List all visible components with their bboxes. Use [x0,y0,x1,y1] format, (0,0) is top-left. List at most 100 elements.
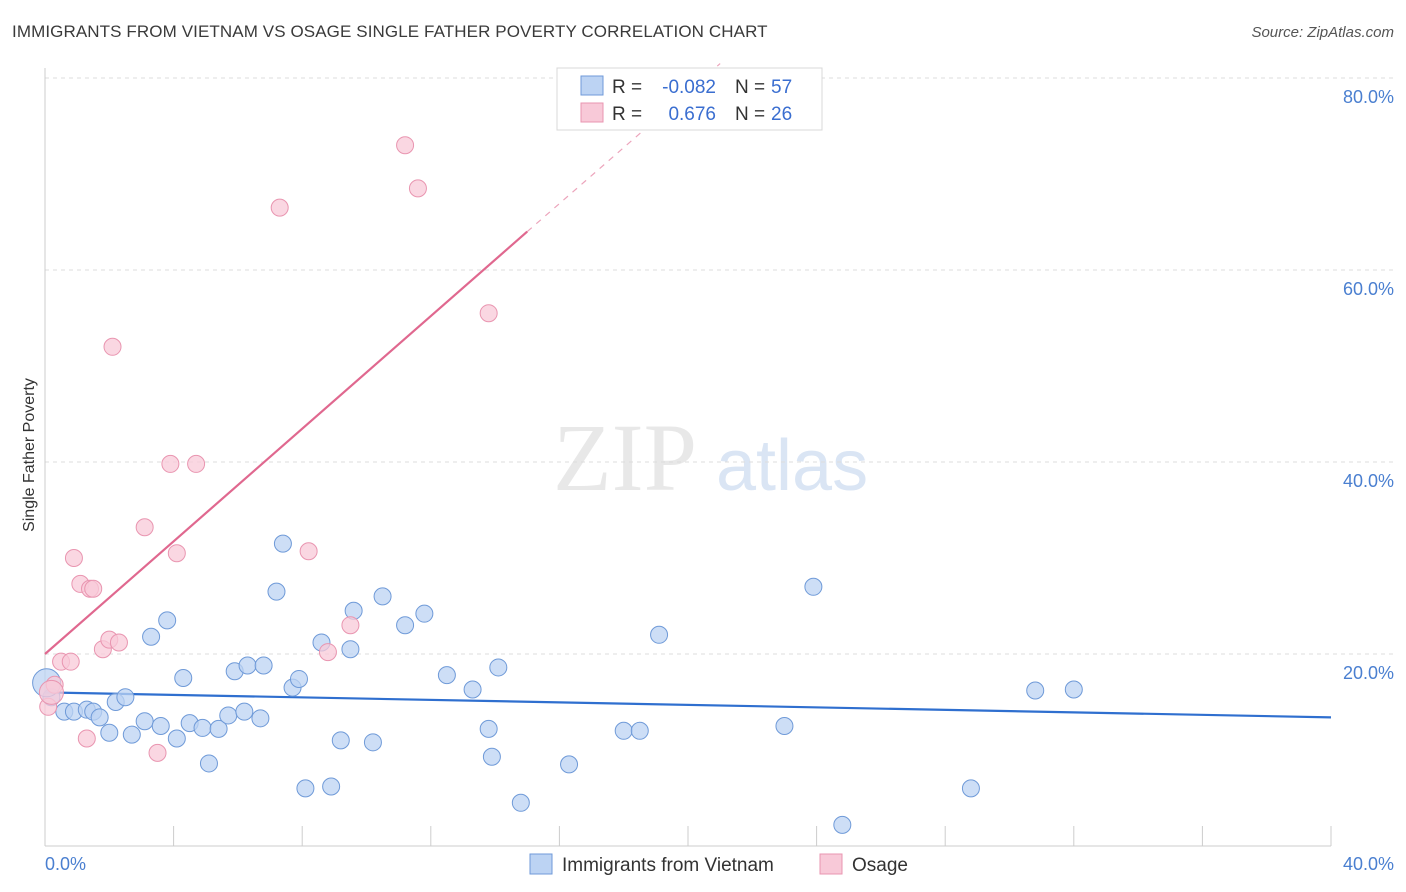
legend-swatch-osage [580,102,604,123]
point-vietnam [463,680,482,699]
point-osage [341,616,360,635]
bottom-legend-label-osage: Osage [852,855,908,876]
point-vietnam [135,712,154,731]
point-vietnam [489,658,508,677]
point-vietnam [90,708,109,727]
point-vietnam [151,717,170,735]
point-osage [318,643,337,662]
point-vietnam [363,733,382,752]
point-osage [77,729,96,748]
point-osage [109,633,128,652]
point-vietnam [322,777,341,796]
source-label: Source: ZipAtlas.com [1251,24,1394,41]
point-vietnam [142,627,161,646]
point-vietnam [961,779,980,798]
point-vietnam [614,721,633,740]
point-osage [38,679,64,705]
point-vietnam [775,717,794,735]
point-osage [103,337,122,356]
point-osage [61,652,80,671]
point-vietnam [331,731,350,750]
point-osage [135,518,154,537]
point-vietnam [373,587,392,606]
y-tick-labels: 20.0% 40.0% 60.0% 80.0% [1343,87,1394,683]
y-tick-label-60: 60.0% [1343,279,1394,299]
legend-n-label-1: N = [735,77,765,98]
watermark-atlas: atlas [716,426,868,506]
legend-n-value-1: 57 [771,77,792,98]
point-osage [161,454,180,473]
point-vietnam [289,669,308,688]
correlation-legend: R = -0.082 N = 57 R = 0.676 N = 26 [556,67,823,131]
bottom-legend-swatch-osage [819,853,843,875]
point-osage [396,136,415,155]
bottom-legend-swatch-vietnam [529,853,553,875]
point-vietnam [235,702,254,721]
watermark: ZIP atlas [553,404,868,511]
point-vietnam [158,611,177,630]
legend-r-label-2: R = [612,104,642,125]
point-vietnam [174,669,193,687]
point-vietnam [167,729,186,748]
trend-line-vietnam [44,691,1332,719]
series-osage-points [38,136,498,762]
series-legend: Immigrants from Vietnam Osage [529,853,908,876]
trend-lines [44,63,1332,719]
point-vietnam [630,721,649,740]
point-osage [64,549,83,567]
bottom-legend-label-vietnam: Immigrants from Vietnam [562,855,774,876]
point-vietnam [437,666,456,685]
point-vietnam [296,779,315,798]
point-osage [167,544,186,563]
point-osage [408,179,427,198]
y-tick-label-20: 20.0% [1343,663,1394,683]
point-vietnam [560,755,579,774]
point-vietnam [238,656,257,675]
point-vietnam [116,688,135,707]
point-vietnam [396,616,415,635]
series-vietnam-points [32,534,1083,834]
chart-title: IMMIGRANTS FROM VIETNAM VS OSAGE SINGLE … [12,22,768,41]
point-vietnam [1064,680,1083,699]
point-vietnam [482,747,501,766]
x-tick-label-min: 0.0% [45,854,86,874]
legend-r-value-1: -0.082 [662,77,716,98]
point-vietnam [273,534,292,553]
point-vietnam [1026,681,1045,700]
point-vietnam [267,582,286,601]
point-vietnam [650,625,669,644]
point-vietnam [479,719,498,738]
legend-n-label-2: N = [735,104,765,125]
point-vietnam [804,577,823,596]
point-osage [84,579,103,598]
trend-line-osage [44,230,528,655]
point-osage [270,198,289,217]
point-vietnam [209,719,228,738]
point-vietnam [219,706,238,725]
point-osage [187,454,206,473]
x-tick-label-max: 40.0% [1343,854,1394,874]
legend-n-value-2: 26 [771,104,792,125]
legend-r-label-1: R = [612,77,642,98]
point-vietnam [341,640,360,659]
point-vietnam [254,656,273,675]
watermark-zip: ZIP [553,404,697,511]
point-osage [148,743,167,762]
point-vietnam [193,718,212,737]
x-tick-marks [44,826,1332,846]
legend-r-value-2: 0.676 [668,104,716,125]
y-axis-label: Single Father Poverty [21,378,38,532]
y-tick-label-80: 80.0% [1343,87,1394,107]
point-vietnam [511,793,530,812]
point-vietnam [122,725,141,744]
grid-lines [45,77,1394,655]
point-vietnam [251,709,270,728]
point-vietnam [100,723,119,742]
y-tick-label-40: 40.0% [1343,471,1394,491]
point-vietnam [199,754,218,773]
point-osage [479,304,498,323]
point-vietnam [415,604,434,623]
point-osage [299,542,318,561]
point-vietnam [833,815,852,834]
